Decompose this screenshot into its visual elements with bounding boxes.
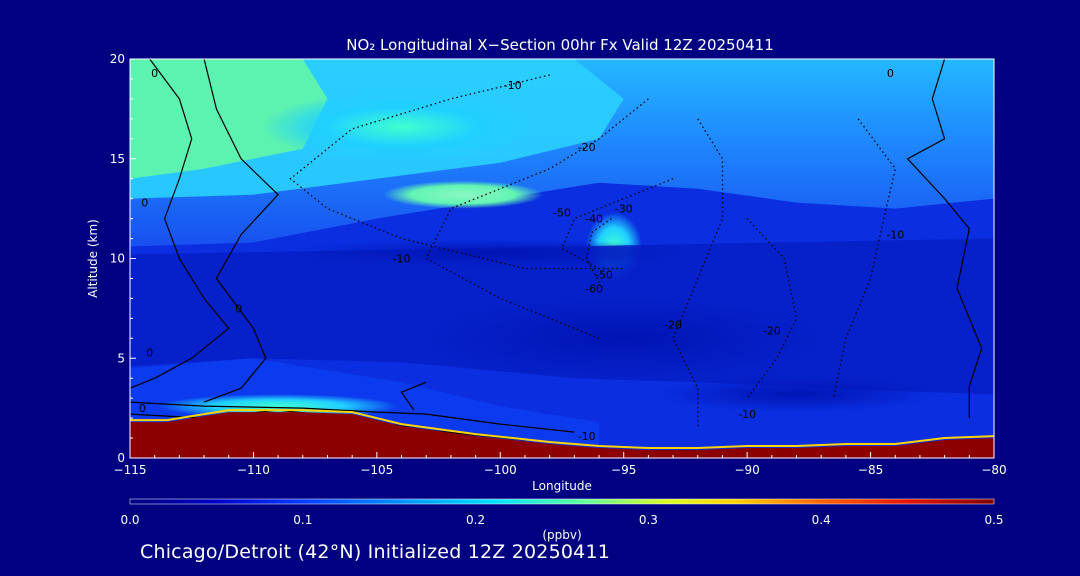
contour-minus20-east [746,218,798,399]
x-tick-label: −100 [484,463,517,477]
contour-minus30-east [672,118,724,429]
colorbar-tick-label: 0.5 [984,513,1003,527]
contour-label: 0 [141,197,148,210]
x-tick-label: −85 [858,463,883,477]
contour-label: -10 [578,430,596,443]
field-low-east [656,376,937,413]
y-tick-label: 15 [110,152,125,166]
contour-label: -30 [615,203,633,216]
contour-label: 0 [151,67,158,80]
colorbar-ticks: 0.0 0.1 0.2 0.3 0.4 0.5 [120,513,1003,527]
plot-area [130,59,994,458]
field-jet-core [383,180,544,209]
contour-label: 0 [139,402,146,415]
contour-label: 0 [146,346,153,359]
contour-label: -50 [595,268,613,281]
contour-minus20 [425,98,649,339]
contour-label: -60 [585,282,603,295]
field-jet-plume [261,91,542,162]
contour-label: -50 [553,207,571,220]
terrain-edge-high-no2 [130,409,994,449]
contour-label: -20 [664,318,682,331]
colorbar-tick-label: 0.0 [120,513,139,527]
x-tick-label: −115 [114,463,147,477]
x-axis-label: Longitude [532,479,592,493]
contour-label: -40 [585,213,603,226]
contour-boundary-3 [400,381,427,411]
colorbar-gradient [129,498,995,505]
field-low-center [423,298,824,379]
colorbar-tick-label: 0.1 [293,513,312,527]
contour-boundary-1 [130,401,575,433]
colorbar: 0.0 0.1 0.2 0.3 0.4 0.5 (ppbv) [120,498,1004,542]
terrain-surface [130,412,994,458]
contour-label: -20 [578,141,596,154]
contour-label: -10 [738,408,756,421]
x-axis: −115 −110 −105 −100 −95 −90 −85 −80 [114,452,1007,477]
contour-label: -20 [763,324,781,337]
field-low-upper [287,238,688,267]
x-tick-label: −90 [734,463,759,477]
x-tick-label: −110 [237,463,270,477]
x-tick-label: −105 [360,463,393,477]
contour-0-mid [203,59,279,403]
contour-labels: 0-10-20-30-40-50-60-50-10-20 -20-1000000-… [139,67,904,443]
y-axis: 0 5 10 15 20 [110,52,136,465]
colorbar-tick-label: 0.4 [812,513,831,527]
contour-label: -10 [393,253,411,266]
x-tick-label: −80 [981,463,1006,477]
colorbar-tick-label: 0.3 [639,513,658,527]
chart-title: NO₂ Longitudinal X−Section 00hr Fx Valid… [346,36,774,54]
colorbar-units-label: (ppbv) [542,528,581,542]
contour-0-east [906,59,983,419]
no2-field-layers [130,59,994,446]
contour-label: 0 [887,67,894,80]
contour-label: -10 [504,79,522,92]
y-tick-label: 0 [117,451,125,465]
y-tick-label: 5 [117,351,125,365]
field-max-region [130,59,328,179]
contour-label: 0 [235,302,242,315]
y-tick-label: 10 [110,252,125,266]
y-axis-label: Altitude (km) [86,219,100,298]
colorbar-tick-label: 0.2 [466,513,485,527]
footer-caption: Chicago/Detroit (42°N) Initialized 12Z 2… [140,541,611,563]
x-tick-label: −95 [611,463,636,477]
temperature-contours [130,59,983,441]
contour-0-west [130,59,230,389]
contour-label: -10 [886,229,904,242]
y-tick-label: 20 [110,52,125,66]
contour-minus40 [586,218,612,283]
